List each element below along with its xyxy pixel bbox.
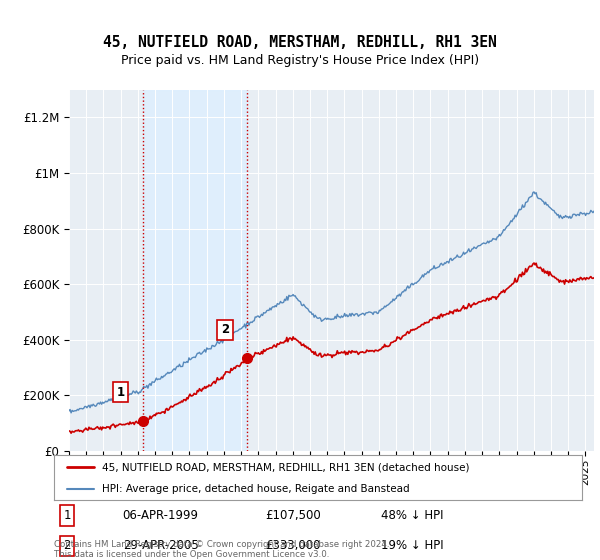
Text: £107,500: £107,500 [265, 509, 321, 522]
Text: 1: 1 [64, 509, 71, 522]
Text: 2: 2 [221, 323, 229, 336]
Text: 19% ↓ HPI: 19% ↓ HPI [382, 539, 444, 552]
Text: 1: 1 [116, 386, 125, 399]
Text: 2: 2 [64, 539, 71, 552]
Text: £333,000: £333,000 [265, 539, 321, 552]
Text: Price paid vs. HM Land Registry's House Price Index (HPI): Price paid vs. HM Land Registry's House … [121, 54, 479, 67]
Text: 06-APR-1999: 06-APR-1999 [122, 509, 199, 522]
Bar [143, 90, 247, 451]
Text: 45, NUTFIELD ROAD, MERSTHAM, REDHILL, RH1 3EN: 45, NUTFIELD ROAD, MERSTHAM, REDHILL, RH… [103, 35, 497, 50]
Text: 48% ↓ HPI: 48% ↓ HPI [382, 509, 444, 522]
Text: 29-APR-2005: 29-APR-2005 [122, 539, 199, 552]
Text: 45, NUTFIELD ROAD, MERSTHAM, REDHILL, RH1 3EN (detached house): 45, NUTFIELD ROAD, MERSTHAM, REDHILL, RH… [101, 463, 469, 473]
Text: Contains HM Land Registry data © Crown copyright and database right 2024.
This d: Contains HM Land Registry data © Crown c… [54, 540, 389, 559]
Text: HPI: Average price, detached house, Reigate and Banstead: HPI: Average price, detached house, Reig… [101, 484, 409, 494]
